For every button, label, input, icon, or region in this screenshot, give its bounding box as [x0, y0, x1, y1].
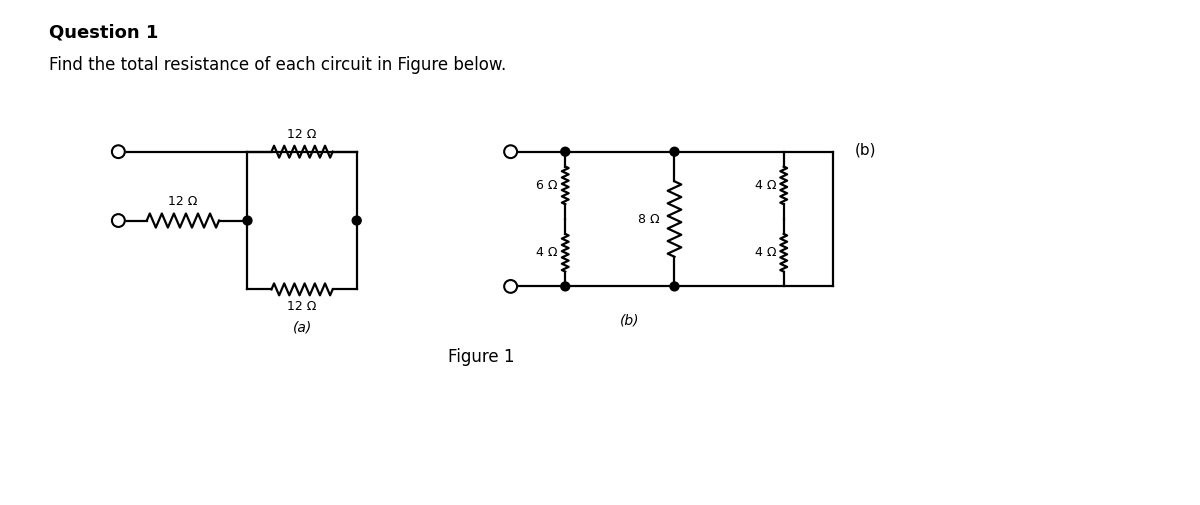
Text: 6 Ω: 6 Ω: [536, 179, 558, 192]
Circle shape: [353, 216, 361, 225]
Circle shape: [242, 216, 252, 225]
Circle shape: [670, 282, 679, 291]
Text: 12 Ω: 12 Ω: [287, 300, 317, 313]
Text: 12 Ω: 12 Ω: [168, 195, 198, 208]
Circle shape: [112, 145, 125, 158]
Text: 12 Ω: 12 Ω: [287, 128, 317, 141]
Circle shape: [504, 280, 517, 293]
Text: Figure 1: Figure 1: [448, 348, 514, 367]
Text: Find the total resistance of each circuit in Figure below.: Find the total resistance of each circui…: [49, 56, 506, 74]
Circle shape: [560, 282, 570, 291]
Text: (b): (b): [620, 314, 640, 328]
Text: Question 1: Question 1: [49, 24, 158, 42]
Text: 8 Ω: 8 Ω: [638, 213, 660, 226]
Circle shape: [670, 147, 679, 156]
Circle shape: [560, 147, 570, 156]
Circle shape: [112, 214, 125, 227]
Text: (a): (a): [293, 321, 312, 335]
Text: 4 Ω: 4 Ω: [755, 246, 776, 259]
Circle shape: [504, 145, 517, 158]
Text: 4 Ω: 4 Ω: [536, 246, 558, 259]
Text: (b): (b): [856, 142, 877, 157]
Text: 4 Ω: 4 Ω: [755, 179, 776, 192]
